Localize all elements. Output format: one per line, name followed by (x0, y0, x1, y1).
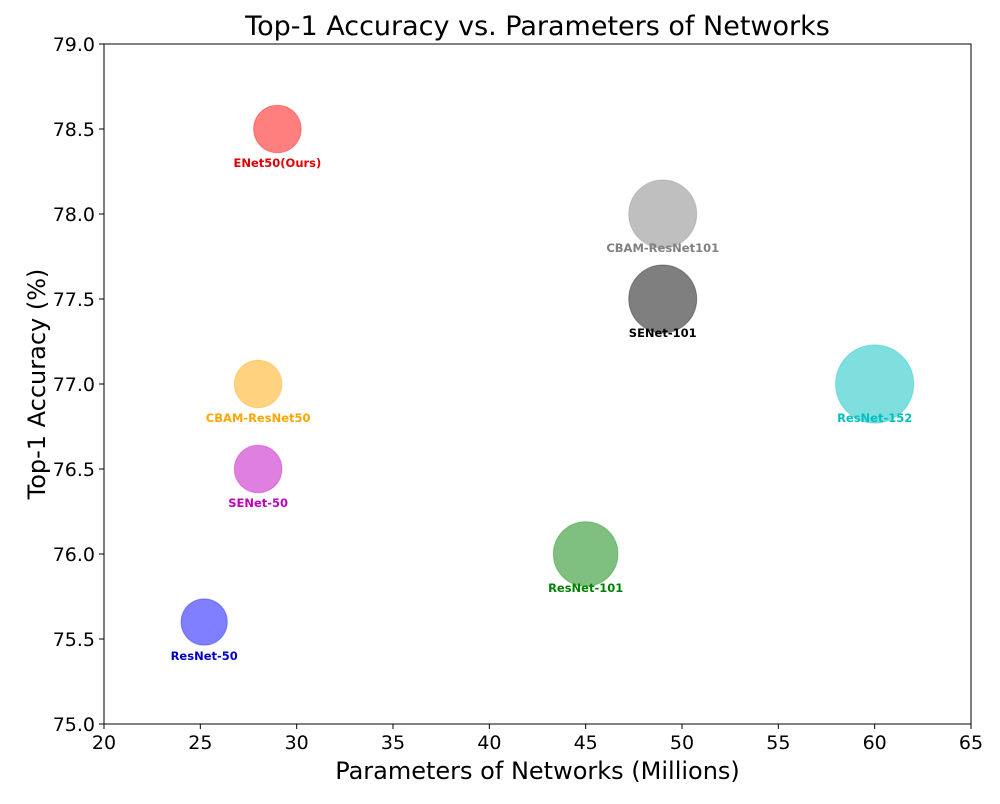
point-labels-layer: ENet50(Ours) CBAM-ResNet101 SENet-101 CBAM-… (171, 156, 913, 663)
point-label-7: ResNet-50 (171, 649, 238, 663)
x-axis: 20 25 30 35 40 45 50 55 60 65 (92, 724, 983, 754)
point-label-1: CBAM-ResNet101 (606, 241, 719, 255)
x-tick-label-5: 45 (574, 732, 598, 754)
point-label-3: CBAM-ResNet50 (206, 411, 311, 425)
y-tick-label-7: 78.5 (53, 119, 95, 141)
data-points-layer (180, 104, 915, 646)
y-tick-label-1: 75.5 (53, 629, 95, 651)
x-tick-label-9: 65 (959, 732, 983, 754)
data-point-6 (552, 521, 619, 587)
point-label-2: SENet-101 (629, 326, 697, 340)
y-tick-label-6: 78.0 (53, 204, 95, 226)
data-point-3 (233, 359, 283, 409)
y-tick-label-5: 77.5 (53, 289, 95, 311)
x-tick-label-3: 35 (381, 732, 405, 754)
data-point-4 (835, 344, 915, 424)
x-tick-label-7: 55 (766, 732, 790, 754)
x-tick-label-2: 30 (285, 732, 309, 754)
x-tick-label-0: 20 (92, 732, 116, 754)
data-point-2 (628, 264, 698, 334)
data-point-7 (180, 598, 228, 646)
point-label-5: SENet-50 (228, 496, 288, 510)
data-point-1 (628, 179, 698, 249)
y-tick-label-3: 76.5 (53, 459, 95, 481)
x-tick-label-6: 50 (670, 732, 694, 754)
data-point-5 (233, 444, 283, 494)
x-tick-label-1: 25 (188, 732, 212, 754)
chart-title: Top-1 Accuracy vs. Parameters of Network… (244, 11, 830, 42)
x-axis-label: Parameters of Networks (Millions) (335, 757, 740, 785)
y-tick-label-2: 76.0 (53, 544, 95, 566)
data-point-0 (253, 104, 302, 154)
point-label-6: ResNet-101 (548, 581, 623, 595)
point-label-4: ResNet-152 (837, 411, 912, 425)
point-label-0: ENet50(Ours) (234, 156, 322, 170)
x-tick-label-4: 40 (477, 732, 501, 754)
x-tick-label-8: 60 (863, 732, 887, 754)
y-tick-label-4: 77.0 (53, 374, 95, 396)
y-tick-label-0: 75.0 (53, 714, 95, 736)
y-tick-label-8: 79.0 (53, 34, 95, 56)
y-axis-label: Top-1 Accuracy (%) (23, 269, 51, 501)
y-axis: 75.0 75.5 76.0 76.5 77.0 77.5 78.0 78.5 79.0 (53, 34, 104, 736)
